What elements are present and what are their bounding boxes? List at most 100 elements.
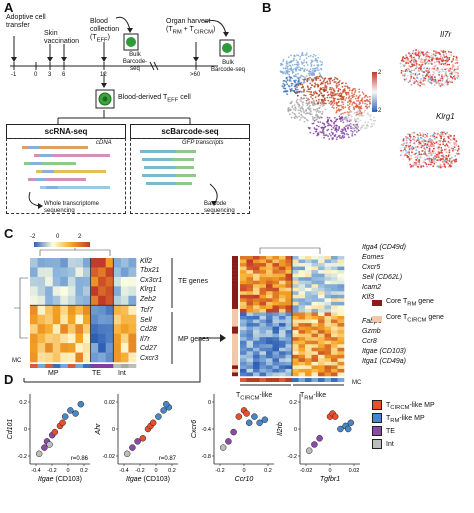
bulk-barcode-seq-label-2: Bulk Barcode-seq	[210, 60, 246, 73]
scatter-point	[51, 428, 59, 436]
r-value: r=0.86	[71, 456, 89, 462]
gene-label: Il7r	[140, 335, 150, 343]
scatter-point	[134, 438, 141, 445]
bulk-barcode-seq-label-1: Bulk Barcode-seq	[122, 52, 148, 72]
panel-label-d: D	[4, 372, 14, 387]
scatter-point	[230, 428, 237, 436]
xtick-label: 0.02	[349, 468, 360, 474]
ytick-label: -0.2	[18, 454, 27, 460]
panel-c-connectors	[23, 258, 226, 383]
scatter-point	[261, 416, 269, 423]
gene-label: Ccr8	[362, 338, 377, 345]
ytick-label: 0.2	[289, 400, 297, 406]
gene-label: Tbx21	[140, 267, 160, 275]
scbarcode-dashed-area	[130, 138, 250, 214]
xlabel: Tgfbr1	[320, 476, 340, 483]
scatter-point	[235, 413, 243, 420]
xtick-label: -0.2	[215, 468, 224, 474]
skin-vaccination-label: Skin vaccination	[44, 30, 80, 45]
umap-scale-min: -2	[376, 108, 382, 114]
ytick-label: 0	[24, 427, 27, 433]
legend-core-tcircm: Core TCIRCM gene	[386, 314, 444, 324]
legend-swatch	[372, 400, 382, 410]
scatter-point	[67, 407, 74, 414]
cdna-transcripts	[22, 146, 110, 189]
scatter-point	[256, 419, 263, 427]
scatter-plot: 0.02 0 -0.02 -0.4 -0.2 0 0.2 Ahr Itgae (CD103) r=…	[95, 394, 178, 483]
right-heatmap-cells	[240, 256, 345, 377]
scatter-plot: 0.2 0 -0.2 -0.4 -0.2 0 0.2 Cd101 Itgae (CD103) r=…	[7, 394, 90, 483]
xtick-label: -0.2	[47, 468, 56, 474]
gene-label: Klrg1	[140, 286, 157, 294]
scatter-point	[149, 419, 157, 427]
left-heatmap-cells	[30, 258, 137, 363]
scrna-dashed-area	[6, 138, 126, 214]
group-label-mp: MP	[48, 370, 59, 377]
scatter-point	[245, 419, 253, 427]
mp-genes-label: MP genes	[178, 336, 210, 343]
te-genes-label: TE genes	[178, 278, 208, 285]
group-label-te: TE	[92, 370, 101, 377]
whole-transcriptome-label: Whole transcriptome sequencing	[44, 201, 100, 214]
gene-label: Itga1 (CD49a)	[362, 358, 406, 365]
tick-label: 3	[48, 72, 52, 78]
gene-label: Itga4 (CD49d)	[362, 244, 406, 251]
legend-item: TCIRCM-like MP	[372, 400, 435, 413]
r-value: r=0.87	[159, 456, 177, 462]
ylabel: Cxcr6	[191, 420, 198, 438]
gene-umap	[399, 131, 461, 169]
group-label-int: Int	[118, 370, 126, 377]
scatter-point	[41, 444, 48, 451]
gene-label: Sell (CD62L)	[362, 274, 403, 281]
panel-label-a: A	[4, 0, 14, 15]
umap-color-scale	[372, 72, 377, 112]
xlabel: Itgae (CD103)	[38, 476, 82, 483]
xtick-label: 0	[328, 468, 331, 474]
legend-swatch	[372, 439, 382, 449]
xlabel: Ccr10	[235, 476, 254, 483]
ylabel: Il2rb	[277, 422, 284, 436]
core-gene-annotation	[232, 256, 238, 377]
gene-label: Eomes	[362, 254, 384, 261]
ytick-label: -0.2	[288, 454, 297, 460]
scatter-point	[61, 413, 69, 420]
gene-label: Gzmb	[362, 328, 381, 335]
gene-label: Icam2	[362, 284, 382, 291]
scatter-point	[251, 413, 258, 420]
gene-label: Cd28	[140, 326, 157, 334]
mc-bar-right	[240, 378, 345, 382]
tick-label: 12	[100, 72, 107, 78]
xtick-label: 0	[154, 468, 157, 474]
barcode-sequencing-label: Barcode sequencing	[204, 201, 235, 214]
xtick-label: 0	[242, 468, 245, 474]
scatter-point	[59, 419, 66, 427]
organ-harvest-label: Organ harvest (TRM + TCIRCM)	[166, 18, 216, 36]
xtick-label: 0.2	[80, 468, 88, 474]
scatter-plot: 0.2 0 -0.2 -0.02 0 0.02 Il2rb Tgfbr1	[277, 394, 360, 483]
ytick-label: -0.8	[202, 454, 211, 460]
ytick-label: -0.02	[102, 454, 115, 460]
legend-swatch	[372, 426, 382, 436]
gene-label: Klf2	[140, 258, 153, 265]
scatter-point	[337, 425, 344, 433]
gene-label-il7r: Il7r	[440, 30, 452, 39]
gene-label: Cxcr3	[140, 354, 159, 362]
scatter-point	[311, 441, 318, 448]
tick-label: >60	[190, 72, 201, 78]
scatter-point	[347, 419, 355, 427]
xtick-label: 0.2	[264, 468, 272, 474]
ytick-label: 0.02	[104, 400, 115, 406]
scatter-point	[162, 400, 170, 408]
ytick-label: -0.4	[202, 427, 211, 433]
gene-label: Fabp5	[362, 318, 382, 326]
legend-item: Int	[372, 439, 394, 449]
legend-core-trm-swatch	[372, 300, 382, 306]
scale-label: 0	[56, 234, 60, 240]
gene-label: Itgae (CD103)	[362, 348, 406, 355]
gene-label: Tcf7	[140, 307, 153, 315]
mc-bar-left	[30, 364, 137, 368]
gene-label: Zeb2	[140, 295, 156, 303]
scatter-point	[155, 413, 162, 420]
ytick-label: 0	[112, 427, 115, 433]
scale-label: -2	[30, 234, 36, 240]
